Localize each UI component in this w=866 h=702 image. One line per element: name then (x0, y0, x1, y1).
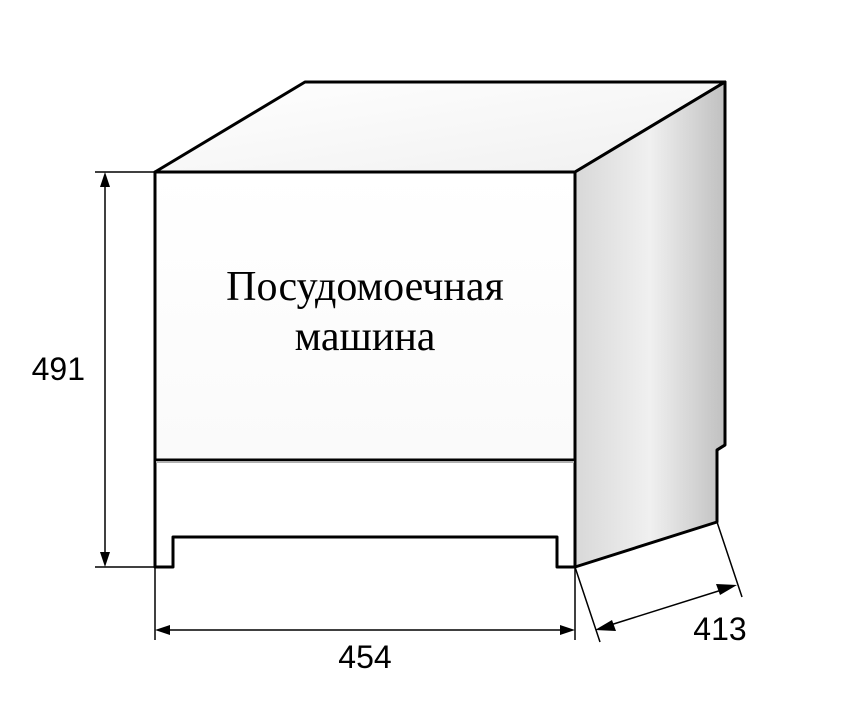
dim-depth-value: 413 (693, 611, 746, 647)
product-label-line1: Посудомоечная (226, 264, 504, 310)
dim-width: 454 (155, 567, 575, 675)
dim-height-value: 491 (32, 351, 85, 387)
product-label-line2: машина (295, 314, 436, 360)
appliance-box (155, 82, 725, 567)
dimension-diagram: Посудомоечная машина 491 454 (0, 0, 866, 702)
box-front-base (155, 460, 575, 567)
dim-width-value: 454 (338, 639, 391, 675)
dim-height: 491 (32, 172, 155, 567)
